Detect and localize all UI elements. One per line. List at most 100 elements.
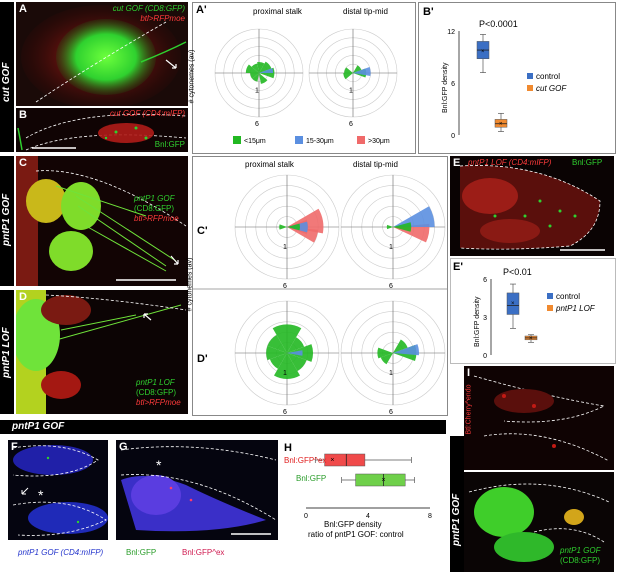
panel-i-top-micrograph — [473, 375, 610, 462]
rose-d-right-petal — [377, 347, 393, 359]
rose-legend-swatch — [295, 136, 303, 144]
boxplot-e-prime-y-tick: 6 — [483, 277, 487, 284]
rose-legend-swatch — [233, 136, 241, 144]
rose-d-prime-letter: D' — [197, 353, 208, 365]
panel-c-micrograph — [16, 156, 187, 286]
boxplot-panel-h: H Bnl:GFP^ex Bnl:GFP 0 4 8 × × Bnl:GFP densi… — [282, 440, 444, 546]
panel-d-label-2: (CD8:GFP) — [136, 388, 176, 397]
panel-a-micrograph — [21, 5, 187, 106]
rose-d-left-petal — [274, 353, 300, 379]
panel-i-bottom-image: pntP1 GOF (CD8:GFP) — [464, 472, 614, 572]
panel-e-label-1: pntP1 LOF (CD4:mIFP) — [468, 158, 552, 167]
panel-i-top-image: I Btl:Cherry^endo — [464, 366, 614, 470]
panel-c-label-3: btl>RFPmoe — [134, 214, 179, 223]
boxplot-h-x-tick: 8 — [428, 513, 432, 520]
rose-d-left-petal — [269, 353, 287, 369]
rose-c-right-tick-inner: 1 — [389, 244, 393, 251]
boxplot-h-box — [355, 473, 406, 487]
panel-i-label-1: Btl:Cherry^endo — [465, 384, 473, 435]
boxplot-e-prime-legend-label: control — [556, 292, 580, 301]
row-label-pntp1-lof: pntP1 LOF — [0, 290, 14, 414]
rose-a-left-petal — [251, 63, 259, 73]
rose-d-left-tick-outer: 6 — [283, 409, 287, 415]
panel-a-letter: A — [19, 3, 27, 15]
rose-panel-c-d-prime: proximal stalk distal tip-mid C' D' # cy… — [186, 156, 448, 416]
rose-a-left-petal — [252, 73, 259, 82]
panel-b-micrograph — [17, 113, 187, 151]
rose-c-title-2: distal tip-mid — [353, 160, 398, 169]
rose-legend-swatch — [357, 136, 365, 144]
panel-f-micrograph: * — [12, 445, 108, 536]
boxplot-b-prime-legend-swatch — [527, 85, 533, 91]
rose-d-left-petal — [287, 337, 305, 353]
rose-a-left-tick-inner: 1 — [255, 87, 259, 94]
boxplot-e-prime-ylabel: Bnl:GFP density — [474, 296, 481, 347]
rose-a-right-petal — [353, 66, 371, 77]
panel-g-caption-1: Bnl:GFP — [126, 548, 157, 557]
boxplot-e-prime-y-tick: 3 — [483, 315, 487, 322]
panel-g-image: * G — [116, 440, 278, 540]
rose-c-title-1: proximal stalk — [245, 160, 294, 169]
rose-a-right-petal — [343, 73, 353, 80]
panel-c-label-1: pntP1 GOF — [134, 194, 175, 203]
boxplot-e-prime-y-tick: 0 — [483, 353, 487, 360]
panel-e-label-2: Bnl:GFP — [572, 158, 603, 167]
boxplot-h-label-gfp: Bnl:GFP — [296, 474, 327, 483]
boxplot-e-prime-box — [506, 292, 520, 315]
rose-d-left-petal — [267, 334, 287, 353]
boxplot-b-prime-y-tick: 0 — [451, 133, 455, 140]
panel-d-image: D pntP1 LOF (CD8:GFP) btl>RFPmoe — [16, 290, 188, 414]
panel-d-label-3: btl>RFPmoe — [136, 398, 181, 407]
panel-c-image: C pntP1 GOF (CD8:GFP) btl>RFPmoe — [16, 156, 188, 286]
panel-d-micrograph — [16, 290, 187, 414]
boxplot-e-prime-legend-swatch — [547, 305, 553, 311]
panel-f-letter: F — [11, 441, 18, 453]
rose-a-left-petal — [259, 68, 274, 73]
rose-c-left-petal — [287, 227, 319, 243]
boxplot-e-prime-mean-marker: × — [529, 336, 533, 342]
rose-d-left-petal — [266, 345, 287, 361]
boxplot-b-prime-legend-label: control — [536, 72, 560, 81]
panel-a-label-1: cut GOF (CD8:GFP) — [112, 4, 185, 13]
panel-g-caption-2: Bnl:GFP^ex — [182, 548, 225, 557]
rose-a-right-tick-inner: 1 — [349, 87, 353, 94]
boxplot-h-mean-marker: × — [330, 457, 334, 464]
boxplot-panel-e-prime: E' 6 3 0 Bnl:GFP density P<0.01 × control × pntP… — [450, 258, 616, 364]
rose-a-right-petal — [353, 65, 362, 73]
rose-c-left-tick-outer: 6 — [283, 283, 287, 290]
rose-c-left-petal — [279, 224, 287, 230]
rose-a-left-petal — [259, 61, 272, 73]
boxplot-b-prime-mean-marker: × — [481, 49, 485, 55]
boxplot-e-prime-legend-label: pntP1 LOF — [555, 304, 596, 313]
boxplot-h-x-tick: 0 — [304, 513, 308, 520]
boxplot-b-prime-mean-marker: × — [499, 122, 503, 128]
panel-b-label-2: Bnl:GFP — [154, 140, 185, 149]
boxplot-b-prime-box — [494, 119, 508, 128]
boxplot-h-x-tick: 4 — [366, 513, 370, 520]
panel-d-label-1: pntP1 LOF — [136, 378, 175, 387]
boxplot-b-prime-letter: B' — [423, 6, 434, 18]
panel-b-label-1: cut GOF (CD4:mIFP) — [110, 109, 185, 118]
rose-d-right-petal — [380, 353, 393, 365]
panel-b-letter: B — [19, 109, 27, 121]
panel-e-image: E pntP1 LOF (CD4:mIFP) Bnl:GFP — [450, 156, 614, 256]
rose-a-prime-ylabel: # cytonemes (av) — [188, 49, 196, 104]
boxplot-b-prime-pvalue: P<0.0001 — [479, 19, 518, 29]
rose-legend-label: >30μm — [368, 138, 390, 145]
boxplot-panel-b-prime: B' 12 6 0 Bnl:GFP density P<0.0001 × control × c… — [418, 2, 616, 154]
row-label-cut-gof: cut GOF — [0, 2, 14, 152]
panel-b-image: B cut GOF (CD4:mIFP) Bnl:GFP — [16, 108, 188, 152]
boxplot-h-xlabel-2: ratio of pntP1 GOF: control — [308, 530, 404, 539]
panel-f-asterisk: * — [38, 487, 44, 503]
row-label-panel-i: pntP1 GOF — [450, 436, 464, 572]
panel-a-label-2: btl>RFPmoe — [140, 14, 185, 23]
rose-d-right-tick-outer: 6 — [389, 409, 393, 415]
panel-f-image: * F — [8, 440, 108, 540]
boxplot-b-prime-y-tick: 12 — [447, 29, 455, 36]
boxplot-b-prime-ylabel: Bnl:GFP density — [442, 62, 449, 113]
panel-i-label-3: (CD8:GFP) — [560, 556, 600, 565]
panel-i-letter: I — [467, 367, 471, 379]
rose-a-right-petal — [344, 67, 353, 73]
boxplot-h-box — [324, 453, 366, 467]
rose-a-left-petal — [250, 73, 259, 79]
